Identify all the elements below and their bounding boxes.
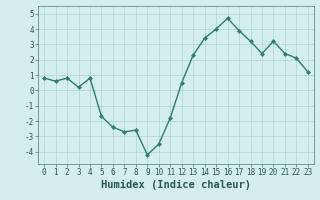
X-axis label: Humidex (Indice chaleur): Humidex (Indice chaleur) — [101, 180, 251, 190]
